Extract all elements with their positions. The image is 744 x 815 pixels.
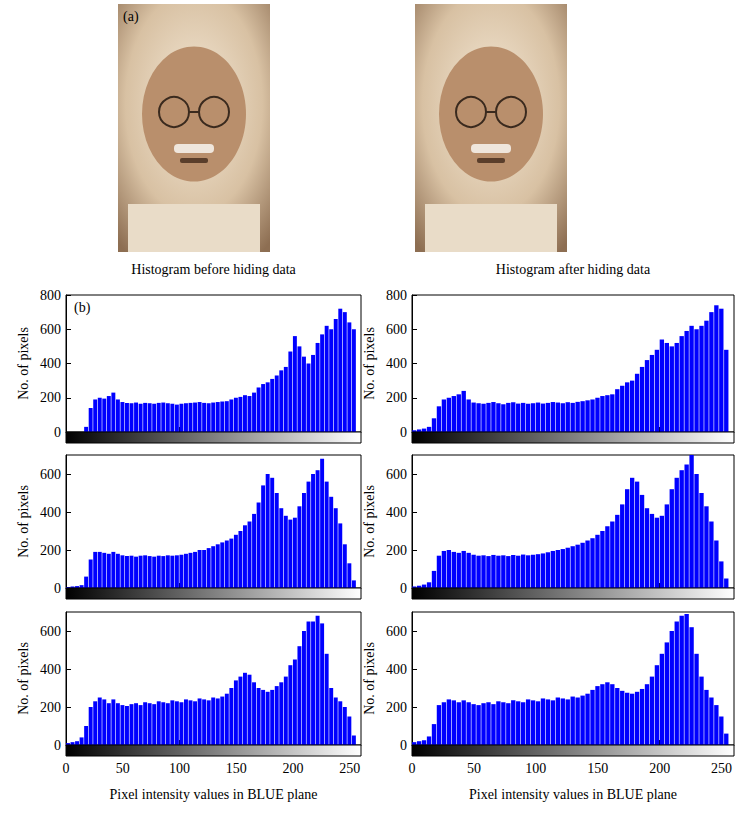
svg-text:200: 200 [386,390,407,405]
svg-text:50: 50 [116,761,130,776]
svg-text:0: 0 [63,761,70,776]
svg-text:Pixel intensity values in BLUE: Pixel intensity values in BLUE plane [109,787,317,802]
svg-text:150: 150 [587,761,608,776]
svg-text:400: 400 [386,356,407,371]
svg-text:200: 200 [40,700,61,715]
svg-text:0: 0 [409,761,416,776]
svg-text:Histogram after hiding data: Histogram after hiding data [496,262,651,277]
svg-text:0: 0 [400,581,407,596]
svg-text:No. of pixels: No. of pixels [16,327,31,400]
svg-text:600: 600 [386,624,407,639]
svg-text:800: 800 [40,288,61,303]
svg-text:200: 200 [649,761,670,776]
svg-text:0: 0 [54,738,61,753]
svg-text:600: 600 [386,322,407,337]
svg-text:No. of pixels: No. of pixels [362,327,377,400]
svg-text:200: 200 [40,390,61,405]
svg-text:50: 50 [467,761,481,776]
svg-text:0: 0 [54,581,61,596]
svg-text:No. of pixels: No. of pixels [362,642,377,715]
svg-text:600: 600 [40,467,61,482]
svg-text:200: 200 [386,700,407,715]
svg-text:800: 800 [386,288,407,303]
svg-text:600: 600 [386,467,407,482]
svg-text:Pixel intensity values in BLUE: Pixel intensity values in BLUE plane [469,787,677,802]
svg-text:150: 150 [226,761,247,776]
svg-text:400: 400 [386,662,407,677]
svg-text:0: 0 [54,425,61,440]
svg-text:400: 400 [40,356,61,371]
svg-text:400: 400 [40,662,61,677]
svg-text:600: 600 [40,322,61,337]
svg-text:(b): (b) [74,300,91,316]
svg-text:250: 250 [711,761,732,776]
svg-text:No. of pixels: No. of pixels [16,485,31,558]
svg-text:No. of pixels: No. of pixels [16,642,31,715]
svg-text:250: 250 [339,761,360,776]
svg-text:0: 0 [400,425,407,440]
svg-text:0: 0 [400,738,407,753]
svg-text:600: 600 [40,624,61,639]
svg-text:100: 100 [525,761,546,776]
svg-text:400: 400 [386,505,407,520]
svg-text:200: 200 [282,761,303,776]
svg-text:No. of pixels: No. of pixels [362,485,377,558]
svg-text:(a): (a) [123,9,139,25]
svg-text:100: 100 [169,761,190,776]
svg-text:400: 400 [40,505,61,520]
svg-text:200: 200 [386,543,407,558]
svg-text:Histogram before hiding data: Histogram before hiding data [131,262,296,277]
svg-text:200: 200 [40,543,61,558]
